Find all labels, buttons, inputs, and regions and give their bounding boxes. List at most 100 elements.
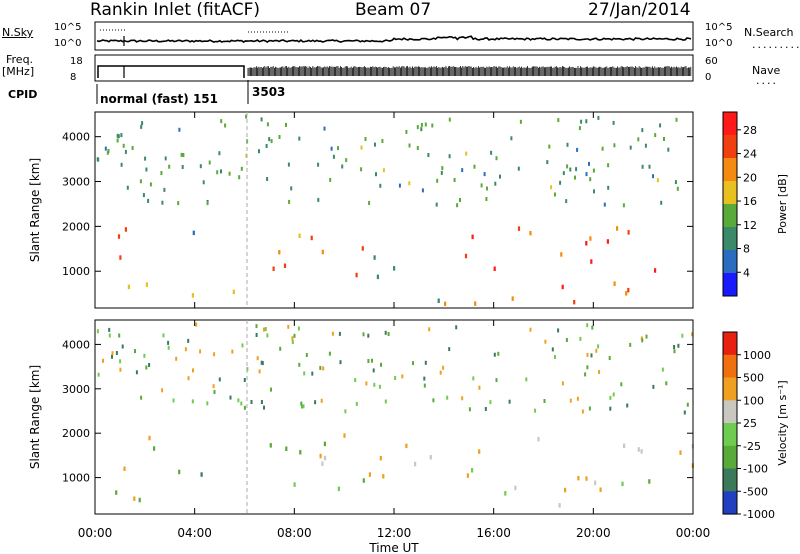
freq-panel-frame <box>94 54 694 82</box>
heatmap-cell <box>436 178 439 183</box>
heatmap-cell <box>360 145 363 150</box>
heatmap-cell <box>337 146 339 151</box>
heatmap-cell <box>586 365 589 370</box>
heatmap-cell <box>231 349 234 354</box>
heatmap-cell <box>416 146 419 150</box>
heatmap-cell <box>525 377 528 382</box>
heatmap-cell <box>354 378 357 383</box>
heatmap-cell <box>420 127 423 132</box>
heatmap-cell <box>459 198 461 202</box>
heatmap-cell <box>97 157 100 162</box>
heatmap-cell <box>268 137 271 142</box>
colorbar-tick-label: -25 <box>743 440 761 453</box>
heatmap-cell <box>266 177 269 181</box>
heatmap-cell <box>362 332 365 337</box>
cpid-segment-1: normal (fast) 151 <box>100 92 218 106</box>
heatmap-cell <box>484 407 487 411</box>
heatmap-cell <box>478 449 481 454</box>
heatmap-cell <box>478 385 481 390</box>
heatmap-cell <box>597 115 600 120</box>
heatmap-cell <box>285 446 288 451</box>
heatmap-cell <box>681 333 684 338</box>
heatmap-cell <box>416 125 419 130</box>
heatmap-cell <box>160 171 163 175</box>
heatmap-cell <box>96 329 99 334</box>
colorbar-tick-label: -500 <box>743 485 768 498</box>
heatmap-cell <box>220 169 222 174</box>
heatmap-cell <box>108 327 111 332</box>
colorbar-tick-label: 8 <box>743 243 750 256</box>
heatmap-cell <box>272 266 275 271</box>
heatmap-cell <box>140 395 143 400</box>
heatmap-cell <box>456 203 459 208</box>
heatmap-cell <box>321 249 324 255</box>
heatmap-cell <box>420 122 423 127</box>
heatmap-cell <box>408 181 411 186</box>
heatmap-cell <box>683 410 686 415</box>
colorbar-label: Velocity [m s⁻¹] <box>776 380 789 465</box>
heatmap-cell <box>328 351 331 356</box>
heatmap-cell <box>237 398 240 403</box>
heatmap-cell <box>232 289 235 295</box>
colorbar-tick-label: 1000 <box>743 349 771 362</box>
heatmap-cell <box>206 401 209 406</box>
heatmap-cell <box>162 333 165 338</box>
heatmap-cell <box>288 199 291 204</box>
heatmap-cell <box>629 145 632 150</box>
colorbar-tick-label: 16 <box>743 195 757 208</box>
colorbar-tick-label: 500 <box>743 372 764 385</box>
noise-tick-low: 10^0 <box>54 38 82 49</box>
heatmap-cell <box>291 336 294 341</box>
heatmap-cell <box>341 164 344 169</box>
colorbar-swatch <box>723 445 737 470</box>
heatmap-cell <box>585 241 588 246</box>
heatmap-cell <box>554 355 556 359</box>
heatmap-cell <box>575 167 578 172</box>
heatmap-cell <box>588 406 591 411</box>
heatmap-cell <box>601 146 604 151</box>
heatmap-cell <box>302 404 305 409</box>
heatmap-cell <box>382 474 385 479</box>
heatmap-cell <box>104 146 107 151</box>
heatmap-cell <box>263 327 265 332</box>
heatmap-cell <box>465 151 468 156</box>
colorbar-label: Power [dB] <box>776 174 789 234</box>
colorbar-tick-label: 24 <box>743 148 757 161</box>
heatmap-cell <box>612 392 615 397</box>
heatmap-cell <box>576 396 579 401</box>
heatmap-cell <box>597 344 600 349</box>
heatmap-cell <box>120 162 123 167</box>
heatmap-cell <box>164 156 167 161</box>
heatmap-cell <box>367 333 370 338</box>
heatmap-cell <box>118 333 121 338</box>
heatmap-cell <box>375 172 377 177</box>
colorbar-tick-label: 20 <box>743 171 757 184</box>
heatmap-cell <box>250 400 253 404</box>
cpid-segment-2: 3503 <box>252 85 286 99</box>
heatmap-cell <box>677 343 680 348</box>
heatmap-cell <box>565 338 568 342</box>
heatmap-cell <box>448 347 451 352</box>
heatmap-cell <box>573 299 576 305</box>
heatmap-cell <box>337 486 340 492</box>
heatmap-cell <box>622 203 625 208</box>
heatmap-cell <box>429 455 432 460</box>
heatmap-cell <box>138 497 141 503</box>
heatmap-cell <box>115 490 118 495</box>
cpid-label: CPID <box>8 88 38 101</box>
noise-tick-high-right: 10^5 <box>705 22 733 33</box>
heatmap-cell <box>421 188 424 193</box>
heatmap-cell <box>590 259 593 264</box>
heatmap-cell <box>301 404 304 409</box>
heatmap-cell <box>265 144 268 148</box>
colorbar-swatch <box>723 468 737 492</box>
heatmap-cell <box>97 372 100 377</box>
heatmap-cell <box>569 167 572 172</box>
heatmap-cell <box>228 171 231 176</box>
heatmap-cell <box>561 381 564 386</box>
heatmap-cell <box>644 143 647 148</box>
heatmap-cell <box>578 126 581 131</box>
colorbar-swatch <box>723 377 737 401</box>
heatmap-cell <box>264 327 267 331</box>
heatmap-cell <box>620 382 623 387</box>
